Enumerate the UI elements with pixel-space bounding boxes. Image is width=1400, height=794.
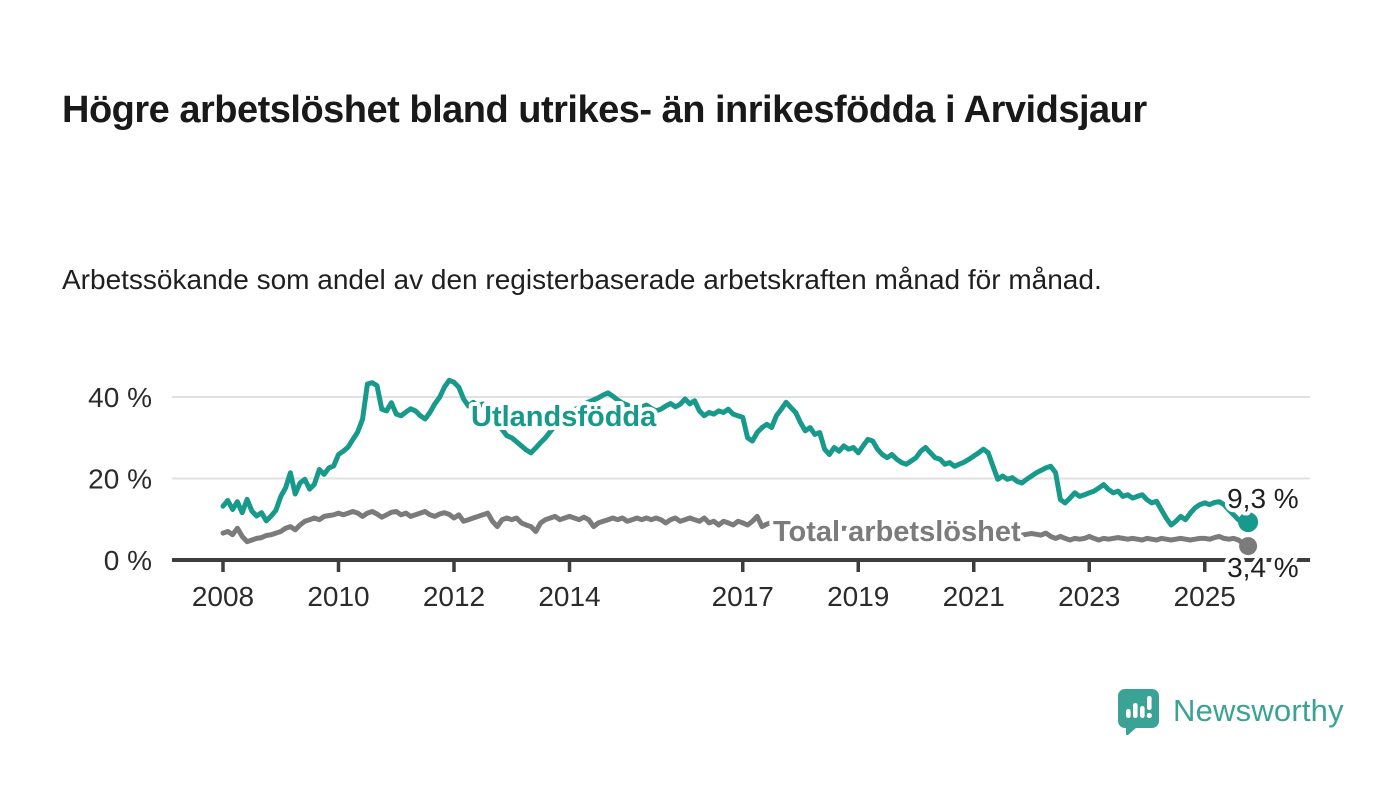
x-axis-tick-label: 2012 xyxy=(423,581,485,612)
brand-name: Newsworthy xyxy=(1173,693,1344,728)
page-title: Högre arbetslöshet bland utrikes- än inr… xyxy=(62,89,1147,132)
x-axis-tick-label: 2023 xyxy=(1058,581,1120,612)
x-axis-tick-label: 2021 xyxy=(943,581,1005,612)
newsworthy-speech-bubble-chart-icon xyxy=(1117,688,1160,735)
series-line-total xyxy=(220,509,1251,549)
end-value-label-utlandsfodda: 9,3 % xyxy=(1227,483,1299,514)
x-axis-tick-label: 2025 xyxy=(1174,581,1236,612)
x-axis-tick-label: 2014 xyxy=(538,581,600,612)
series-line-utlandsfodda xyxy=(220,377,1251,528)
series-label-utlandsfodda: Utlandsfödda xyxy=(471,401,657,433)
x-axis-tick-label: 2017 xyxy=(712,581,774,612)
brand-footer: Newsworthy xyxy=(1117,688,1344,735)
x-axis-tick-label: 2019 xyxy=(827,581,889,612)
y-axis-tick-label: 40 % xyxy=(88,382,152,413)
end-value-label-total: 3,4 % xyxy=(1227,552,1299,583)
series-end-dot-utlandsfodda xyxy=(1238,512,1259,533)
page-subtitle: Arbetssökande som andel av den registerb… xyxy=(62,264,1102,295)
x-axis-tick-label: 2008 xyxy=(192,581,254,612)
series-end-dot-total xyxy=(1239,537,1258,556)
y-axis-tick-label: 20 % xyxy=(88,464,152,495)
y-axis-tick-label: 0 % xyxy=(104,545,152,576)
series-label-total: Total arbetslöshet xyxy=(773,516,1021,548)
x-axis-tick-label: 2010 xyxy=(307,581,369,612)
